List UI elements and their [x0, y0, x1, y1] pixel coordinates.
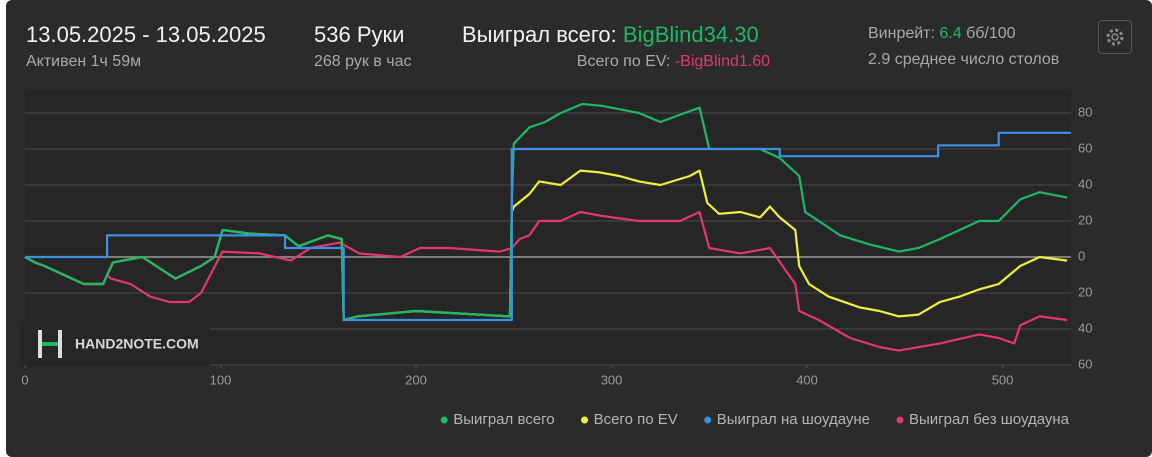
plot-background: [25, 90, 1071, 366]
settings-button[interactable]: [1098, 20, 1132, 54]
y-tick-label: 60: [1078, 356, 1092, 371]
series-line: [24, 210, 1068, 352]
x-tick-label: 400: [796, 372, 818, 387]
winrate-label: Винрейт:: [868, 25, 940, 42]
won-total: Выиграл всего: BigBlind34.30: [462, 22, 759, 48]
active-time: Активен 1ч 59м: [26, 53, 142, 70]
y-tick-label: 20: [1078, 212, 1092, 227]
y-tick-label: 40: [1078, 320, 1092, 335]
legend-label: Выиграл на шоудауне: [717, 411, 870, 428]
legend: Выиграл всего Всего по EV Выиграл на шоуда…: [440, 411, 1070, 428]
y-tick-label: 20: [1078, 284, 1092, 299]
ev-label: Всего по EV:: [576, 53, 675, 70]
y-tick-label: 0: [1078, 248, 1085, 263]
x-tick-label: 500: [992, 372, 1014, 387]
winrate-unit: бб/100: [961, 25, 1016, 42]
won-value: BigBlind34.30: [622, 22, 759, 47]
series-line: [24, 102, 1068, 322]
hands-per-hour: 268 рук в час: [314, 53, 412, 70]
winrate-value: 6.4: [939, 25, 962, 42]
legend-marker: [581, 416, 589, 424]
x-tick-label: 0: [21, 372, 28, 387]
tables: 2.9 среднее число столов: [868, 51, 1060, 68]
series-line: [25, 131, 1071, 322]
hands: 536 Руки: [314, 22, 405, 47]
legend-label: Выиграл без шоудауна: [909, 411, 1070, 428]
y-tick-label: 80: [1078, 104, 1092, 119]
y-tick-label: 60: [1078, 140, 1092, 155]
y-tick-label: 40: [1078, 176, 1092, 191]
won-label: Выиграл всего:: [462, 22, 623, 47]
watermark: HAND2NOTE.COM: [75, 336, 199, 352]
legend-label: Выиграл всего: [453, 411, 554, 428]
legend-marker: [440, 416, 448, 424]
legend-label: Всего по EV: [594, 411, 678, 428]
watermark-logo: [20, 322, 210, 366]
legend-marker: [704, 416, 712, 424]
date-range: 13.05.2025 - 13.05.2025: [26, 22, 266, 47]
x-tick-label: 100: [210, 372, 232, 387]
gear-icon: [1106, 28, 1124, 46]
x-tick-label: 200: [405, 372, 427, 387]
legend-marker: [896, 416, 904, 424]
ev-value: -BigBlind1.60: [674, 53, 770, 70]
winrate: Винрейт: 6.4 бб/100: [868, 25, 1016, 43]
x-tick-label: 300: [601, 372, 623, 387]
ev-total: Всего по EV: -BigBlind1.60: [577, 53, 770, 71]
